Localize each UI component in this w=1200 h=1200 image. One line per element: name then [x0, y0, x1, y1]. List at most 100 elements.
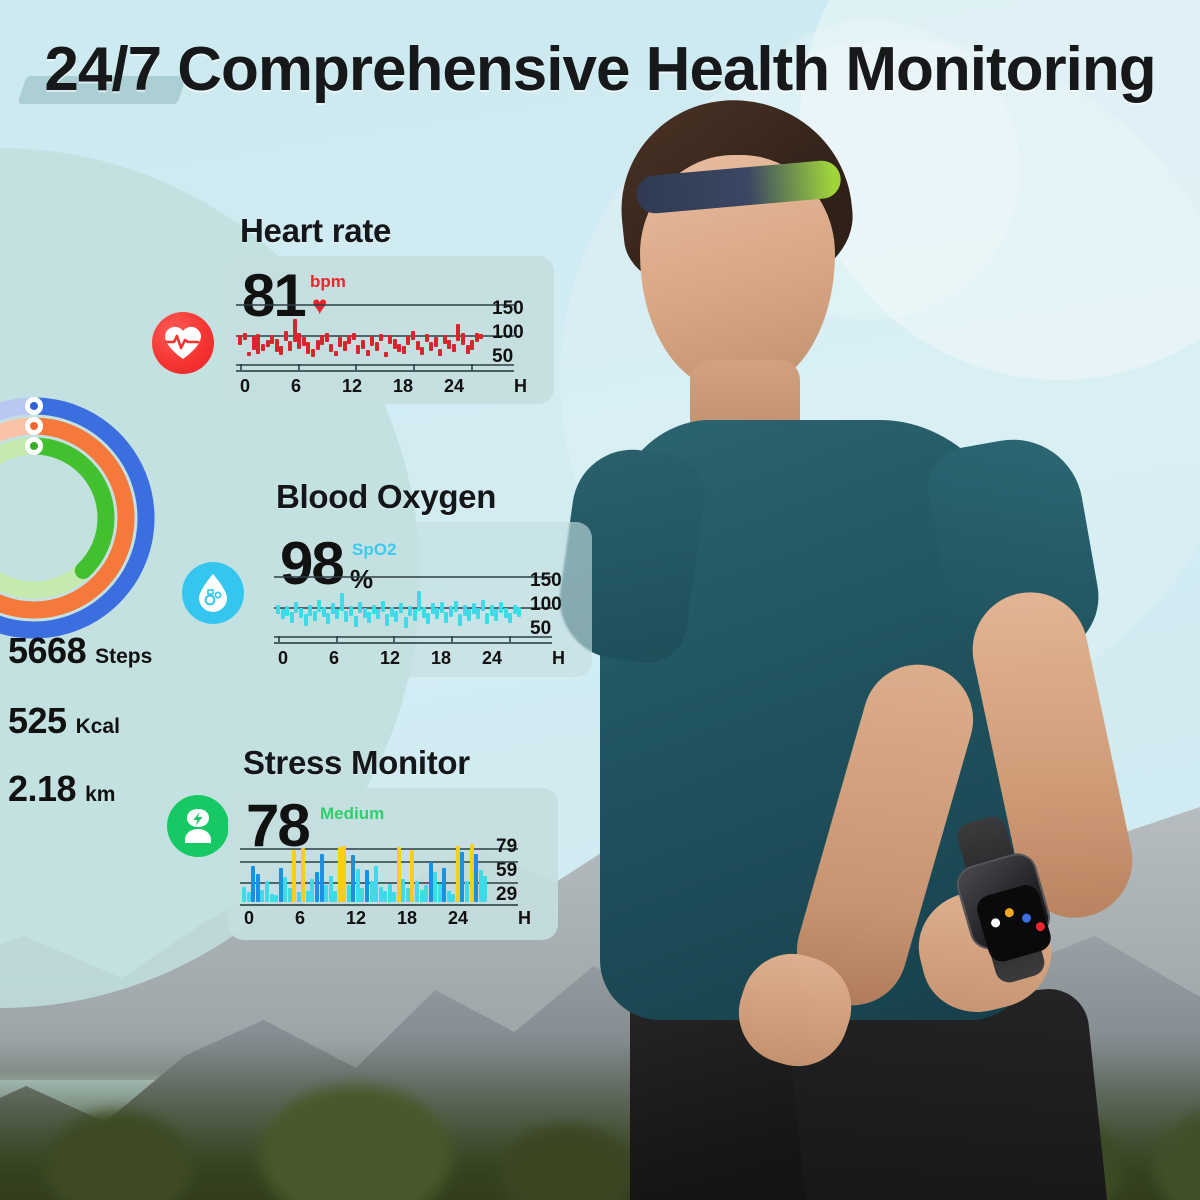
chart-bar — [339, 593, 344, 611]
chart-bar — [415, 341, 420, 350]
chart-bar — [455, 845, 460, 902]
stress-chart — [240, 840, 518, 906]
chart-bar — [508, 613, 513, 624]
chart-bar — [328, 875, 333, 902]
chart-bar — [397, 343, 402, 353]
chart-bar — [379, 333, 384, 342]
chart-bar — [412, 609, 417, 621]
chart-bar — [333, 890, 338, 902]
gridline — [274, 576, 552, 578]
y-tick-label: 59 — [496, 860, 518, 881]
chart-bar — [321, 607, 326, 617]
chart-bar — [415, 881, 419, 902]
chart-bar — [319, 853, 324, 902]
chart-bar — [256, 333, 261, 354]
person-energy-icon — [167, 795, 229, 857]
chart-bar — [483, 875, 488, 902]
watch-app-dot — [1003, 907, 1015, 919]
chart-bar — [288, 341, 293, 352]
chart-bar — [261, 343, 265, 352]
chart-bar — [287, 888, 292, 902]
chart-bar — [299, 608, 303, 619]
chart-bar — [474, 332, 479, 343]
chart-bar — [247, 352, 252, 357]
blood-oxygen-value: 98 — [280, 530, 345, 597]
chart-bar — [479, 333, 484, 339]
chart-bar — [242, 332, 247, 340]
chart-bar — [294, 602, 299, 614]
x-tick — [297, 364, 300, 370]
chart-bar — [499, 602, 503, 614]
chart-bar — [329, 343, 334, 353]
chart-bar — [433, 871, 438, 902]
water-drop-o2-icon — [182, 562, 244, 624]
chart-bar — [371, 604, 376, 615]
gridline — [236, 364, 514, 366]
chart-bar — [356, 344, 361, 354]
stress-monitor-card[interactable]: 78 Medium 79 59 29 0 6 12 18 24 H — [228, 788, 558, 940]
stat-distance-value: 2.18 — [8, 768, 77, 809]
chart-bar — [476, 608, 481, 620]
chart-bar — [378, 886, 383, 902]
chart-bar — [285, 605, 290, 616]
chart-bar — [292, 318, 297, 343]
y-tick-label: 50 — [492, 346, 514, 367]
chart-bar — [289, 611, 294, 624]
chart-bar — [442, 335, 447, 344]
x-tick-label: 24 — [448, 908, 469, 928]
blood-oxygen-card[interactable]: 98 SpO2 % 150 100 50 0 6 12 18 24 H — [262, 522, 592, 677]
chart-bar — [411, 331, 415, 340]
x-tick — [355, 364, 358, 370]
chart-bar — [297, 332, 302, 349]
chart-bar — [311, 348, 315, 358]
chart-bar — [435, 608, 440, 620]
chart-bar — [265, 339, 270, 348]
chart-bar — [315, 339, 320, 350]
chart-bar — [338, 337, 343, 348]
chart-bar — [301, 337, 306, 347]
chart-bar — [405, 888, 410, 902]
stat-calories-value: 525 — [8, 700, 67, 741]
x-tick — [278, 636, 280, 642]
chart-bar — [449, 605, 453, 617]
chart-bar — [369, 881, 374, 902]
chart-bar — [389, 607, 394, 617]
runner-photo — [540, 60, 1200, 1200]
stat-distance: 2.18 km — [8, 768, 115, 810]
chart-bar — [387, 884, 392, 902]
chart-bar — [383, 890, 388, 902]
chart-bar — [301, 848, 306, 902]
chart-bar — [242, 886, 247, 902]
stat-calories-unit: Kcal — [75, 715, 120, 738]
x-axis-unit-label: H — [518, 908, 531, 928]
chart-bar — [276, 604, 281, 615]
chart-bar — [485, 613, 490, 625]
chart-bar — [433, 337, 438, 348]
header: 24/7 Comprehensive Health Monitoring — [0, 18, 1200, 108]
chart-bar — [392, 338, 397, 349]
y-tick-label: 79 — [496, 836, 518, 857]
chart-bar — [351, 855, 356, 902]
chart-bar — [292, 849, 297, 902]
chart-bar — [424, 333, 429, 343]
chart-bar — [388, 335, 393, 344]
x-tick-label: 24 — [482, 648, 503, 668]
x-axis — [274, 642, 552, 644]
y-tick-label: 50 — [530, 618, 552, 639]
chart-bar — [467, 609, 472, 621]
chart-bar — [370, 336, 375, 347]
chart-bar — [283, 877, 288, 902]
x-tick-label: 18 — [397, 908, 418, 928]
chart-bar — [238, 335, 243, 345]
x-axis-unit-label: H — [514, 376, 527, 396]
chart-bar — [355, 868, 360, 902]
chart-bar — [417, 590, 422, 611]
heart-rate-chart — [236, 304, 514, 372]
chart-bar — [344, 610, 349, 622]
gridline — [236, 304, 514, 306]
chart-bar — [312, 610, 317, 621]
chart-bar — [269, 893, 274, 902]
